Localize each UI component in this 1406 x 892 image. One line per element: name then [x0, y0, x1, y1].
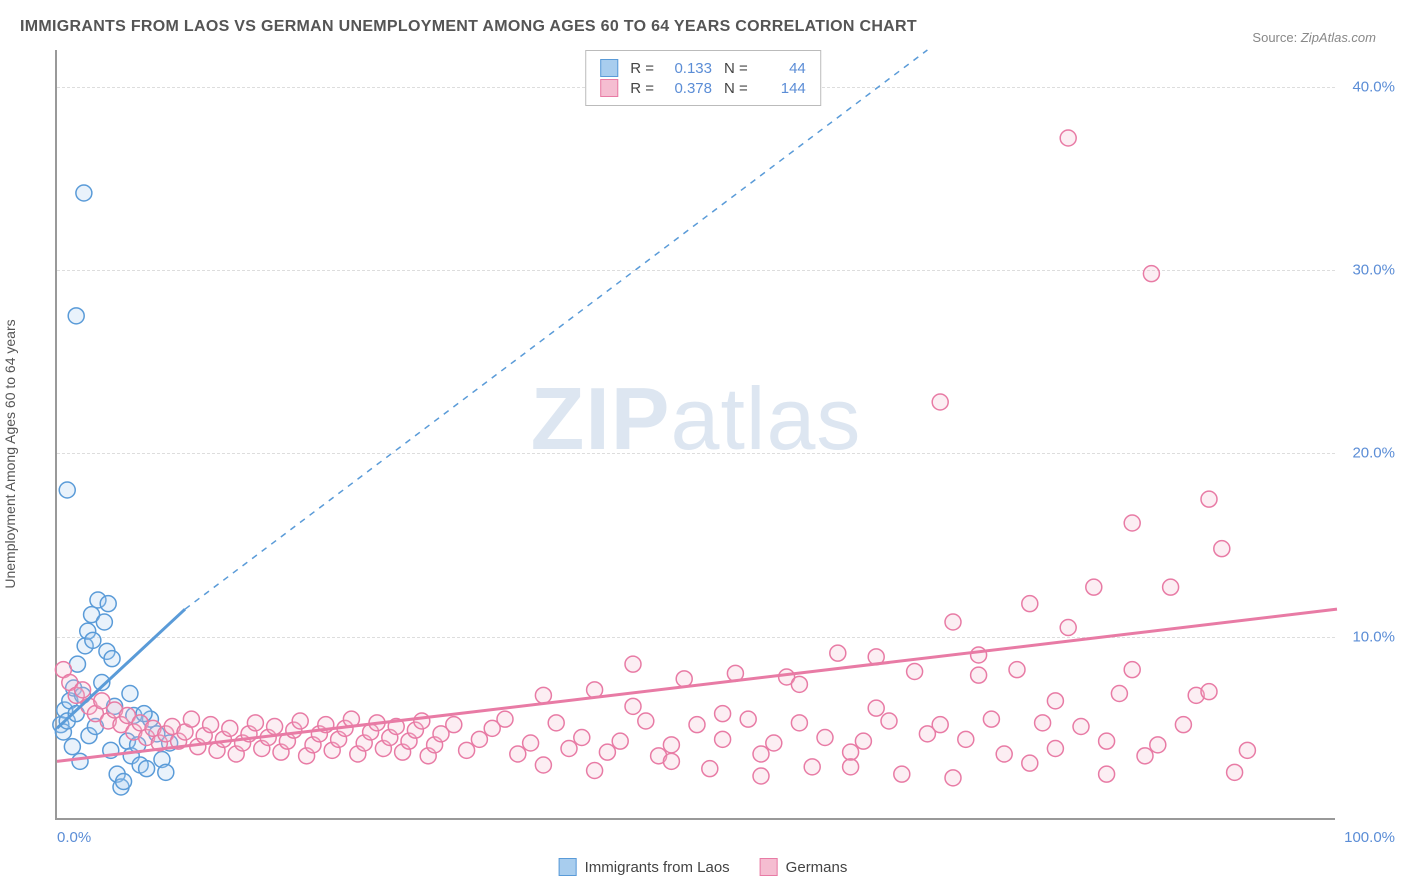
legend-swatch-1 — [559, 858, 577, 876]
source-value: ZipAtlas.com — [1301, 30, 1376, 45]
stats-row-series-2: R = 0.378 N = 144 — [600, 79, 806, 97]
legend-item-1: Immigrants from Laos — [559, 858, 730, 876]
chart-title: IMMIGRANTS FROM LAOS VS GERMAN UNEMPLOYM… — [20, 18, 917, 36]
stat-n-value-2: 144 — [756, 80, 806, 97]
stat-n-label-1: N = — [724, 60, 748, 77]
stat-r-label-1: R = — [630, 60, 654, 77]
legend-label-1: Immigrants from Laos — [585, 859, 730, 876]
plot-svg — [57, 50, 1335, 818]
stat-r-label-2: R = — [630, 80, 654, 97]
bottom-legend: Immigrants from Laos Germans — [559, 858, 848, 876]
stats-row-series-1: R = 0.133 N = 44 — [600, 59, 806, 77]
stats-legend-box: R = 0.133 N = 44 R = 0.378 N = 144 — [585, 50, 821, 106]
swatch-series-2 — [600, 79, 618, 97]
legend-item-2: Germans — [760, 858, 848, 876]
legend-label-2: Germans — [786, 859, 848, 876]
plot-area: ZIPatlas 10.0%20.0%30.0%40.0% 0.0% 100.0… — [55, 50, 1335, 820]
x-tick-max: 100.0% — [1344, 829, 1395, 846]
stat-r-value-1: 0.133 — [662, 60, 712, 77]
source-attribution: Source: ZipAtlas.com — [1252, 30, 1376, 45]
legend-swatch-2 — [760, 858, 778, 876]
stat-r-value-2: 0.378 — [662, 80, 712, 97]
y-axis-label: Unemployment Among Ages 60 to 64 years — [2, 319, 18, 588]
stat-n-label-2: N = — [724, 80, 748, 97]
stat-n-value-1: 44 — [756, 60, 806, 77]
x-tick-min: 0.0% — [57, 829, 91, 846]
source-label: Source: — [1252, 30, 1297, 45]
swatch-series-1 — [600, 59, 618, 77]
